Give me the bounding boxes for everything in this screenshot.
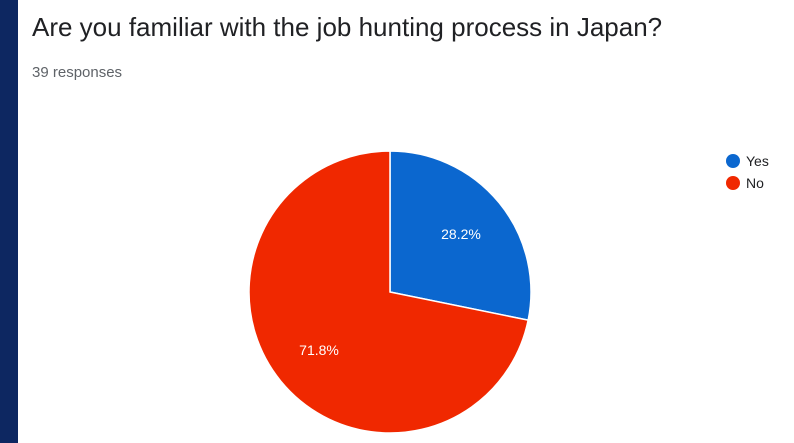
response-count: 39 responses: [32, 64, 123, 81]
legend-item-no[interactable]: No: [726, 172, 769, 194]
pie-slice-yes[interactable]: [389, 150, 532, 322]
legend: Yes No: [726, 150, 769, 194]
pie-chart: 28.2% 71.8%: [248, 150, 532, 434]
legend-label-yes: Yes: [746, 153, 769, 169]
legend-swatch-yes: [726, 154, 740, 168]
chart-card: Are you familiar with the job hunting pr…: [18, 0, 794, 443]
legend-label-no: No: [746, 175, 764, 191]
chart-title: Are you familiar with the job hunting pr…: [32, 12, 663, 42]
slice-label-yes: 28.2%: [441, 226, 481, 242]
legend-item-yes[interactable]: Yes: [726, 150, 769, 172]
pie-slice-no[interactable]: [248, 150, 530, 434]
slice-label-no: 71.8%: [299, 342, 339, 358]
legend-swatch-no: [726, 176, 740, 190]
